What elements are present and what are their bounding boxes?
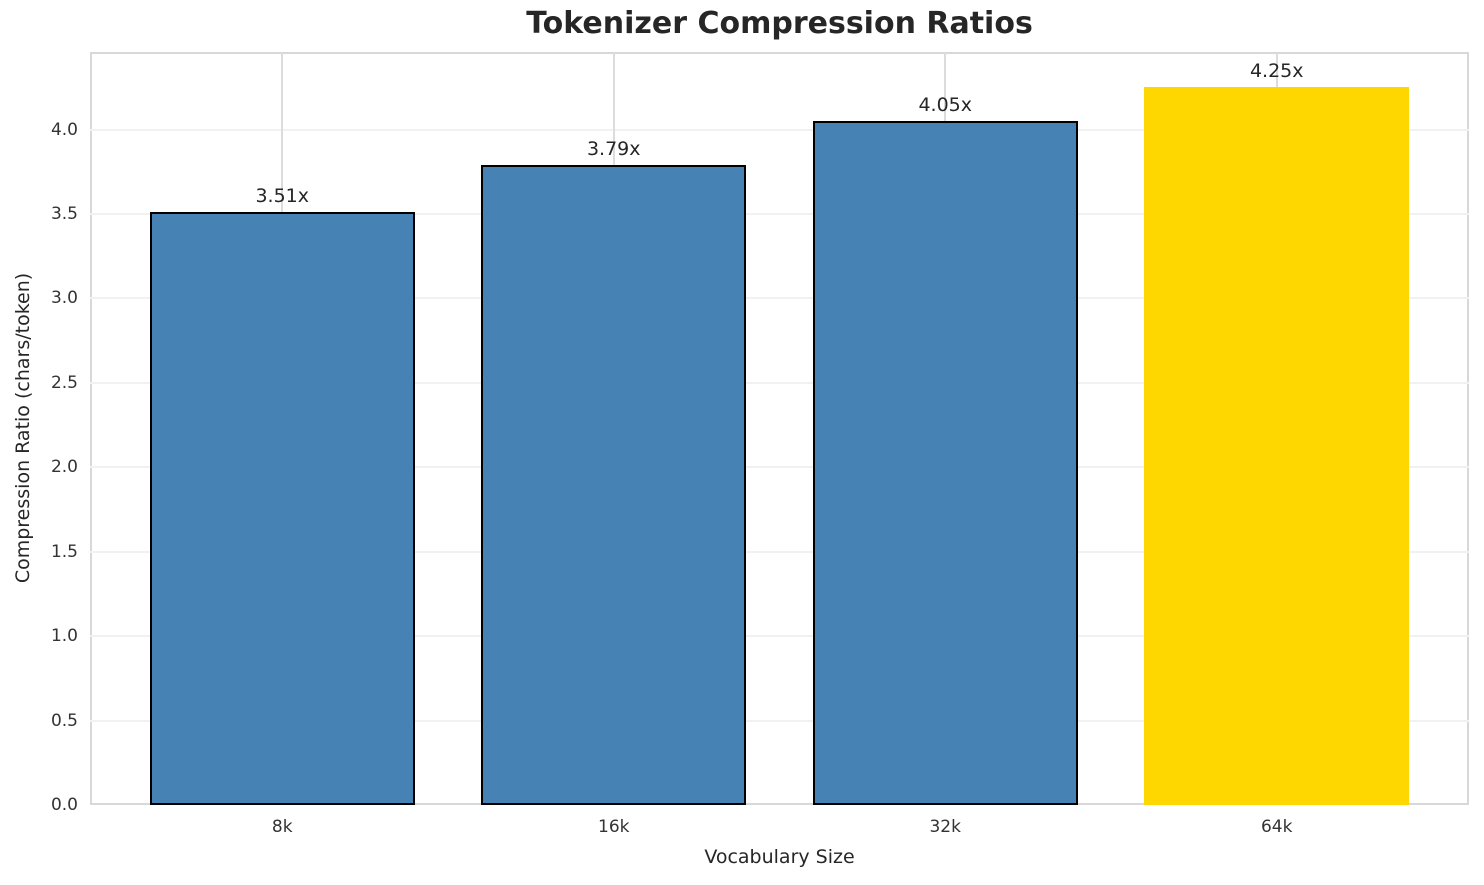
x-tick-label: 32k (929, 817, 961, 837)
plot-area (90, 52, 1469, 805)
x-tick-label: 16k (598, 817, 630, 837)
y-tick-label: 4.0 (50, 119, 78, 140)
y-tick-label: 0.5 (50, 710, 78, 731)
y-tick-label: 1.0 (50, 626, 78, 647)
x-tick-label: 8k (271, 817, 293, 837)
chart-title: Tokenizer Compression Ratios (526, 6, 1033, 41)
y-tick-label: 0.0 (50, 795, 78, 815)
y-tick-label: 3.5 (50, 204, 78, 225)
x-tick-label: 64k (1260, 817, 1293, 837)
x-axis-label: Vocabulary Size (704, 846, 855, 868)
y-axis-label: Compression Ratio (chars/token) (12, 272, 34, 584)
